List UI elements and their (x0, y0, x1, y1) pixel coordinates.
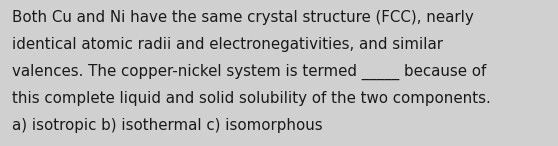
Text: this complete liquid and solid solubility of the two components.: this complete liquid and solid solubilit… (12, 91, 491, 106)
Text: Both Cu and Ni have the same crystal structure (FCC), nearly: Both Cu and Ni have the same crystal str… (12, 10, 474, 25)
Text: valences. The copper-nickel system is termed _____ because of: valences. The copper-nickel system is te… (12, 64, 487, 80)
Text: identical atomic radii and electronegativities, and similar: identical atomic radii and electronegati… (12, 37, 443, 52)
Text: a) isotropic b) isothermal c) isomorphous: a) isotropic b) isothermal c) isomorphou… (12, 118, 323, 133)
